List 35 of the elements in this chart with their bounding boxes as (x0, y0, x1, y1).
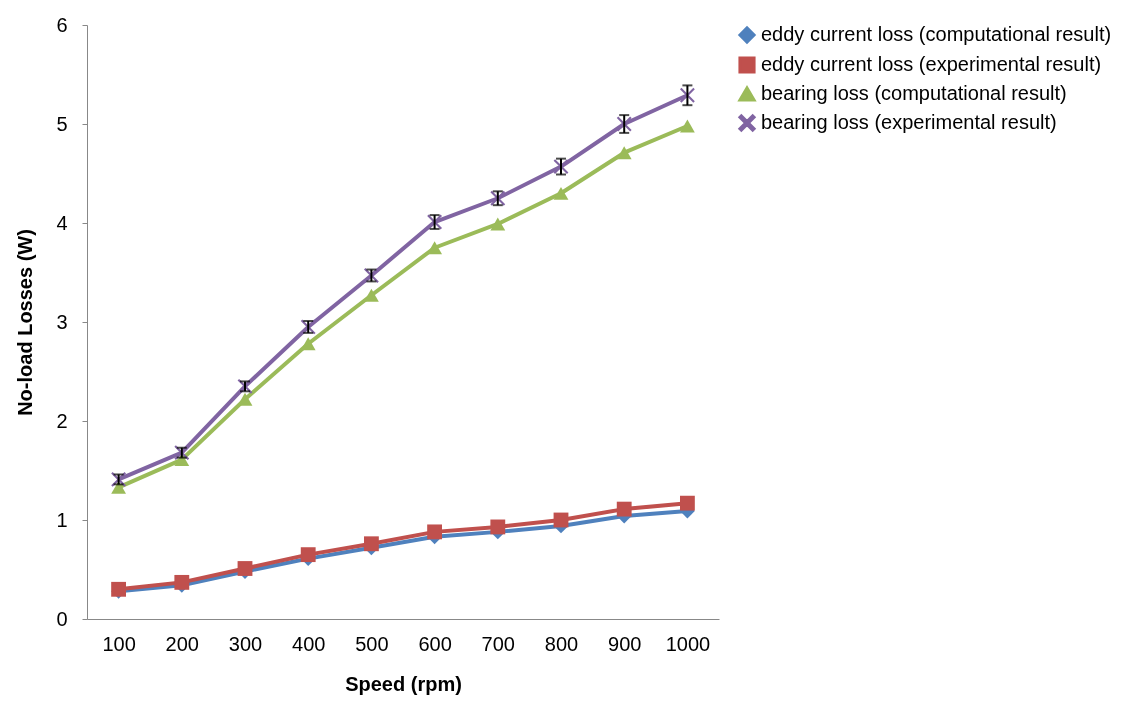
x-tick-label: 900 (608, 632, 642, 655)
x-tick-label: 200 (165, 632, 199, 655)
point (300, 547, 316, 563)
legend-label: bearing loss (computational result) (761, 82, 1067, 104)
y-axis-title: No-load Losses (W) (14, 229, 37, 416)
x-tick-label: 100 (102, 632, 136, 655)
y-tick-label: 1 (56, 508, 68, 531)
point (616, 146, 632, 160)
x-tick-label: 800 (544, 632, 579, 655)
x-tick-label: 300 (228, 632, 263, 655)
point (679, 495, 695, 511)
y-tick-label: 2 (56, 409, 68, 432)
x-axis-title: Speed (rpm) (345, 672, 462, 695)
y-tick-label: 3 (56, 310, 68, 333)
x-tick-label: 600 (418, 632, 452, 655)
x-tick-label: 500 (355, 632, 389, 655)
point (679, 119, 695, 133)
point (363, 536, 379, 552)
x-tick-label: 700 (481, 632, 515, 655)
point (616, 501, 632, 517)
point (237, 392, 253, 406)
point (490, 217, 506, 231)
y-tick-label: 0 (56, 607, 68, 630)
point (427, 241, 443, 255)
point (553, 186, 569, 200)
point (427, 524, 443, 540)
legend-label: bearing loss (experimental result) (761, 111, 1057, 133)
legend-label: eddy current loss (computational result) (761, 23, 1112, 45)
x-tick-label: 400 (292, 632, 326, 655)
y-tick-label: 5 (56, 112, 68, 135)
point (490, 519, 506, 535)
y-tick-label: 4 (56, 211, 68, 234)
y-tick-label: 6 (56, 13, 68, 36)
x-tick-label: 1000 (665, 632, 711, 655)
legend-label: eddy current loss (experimental result) (761, 53, 1102, 75)
